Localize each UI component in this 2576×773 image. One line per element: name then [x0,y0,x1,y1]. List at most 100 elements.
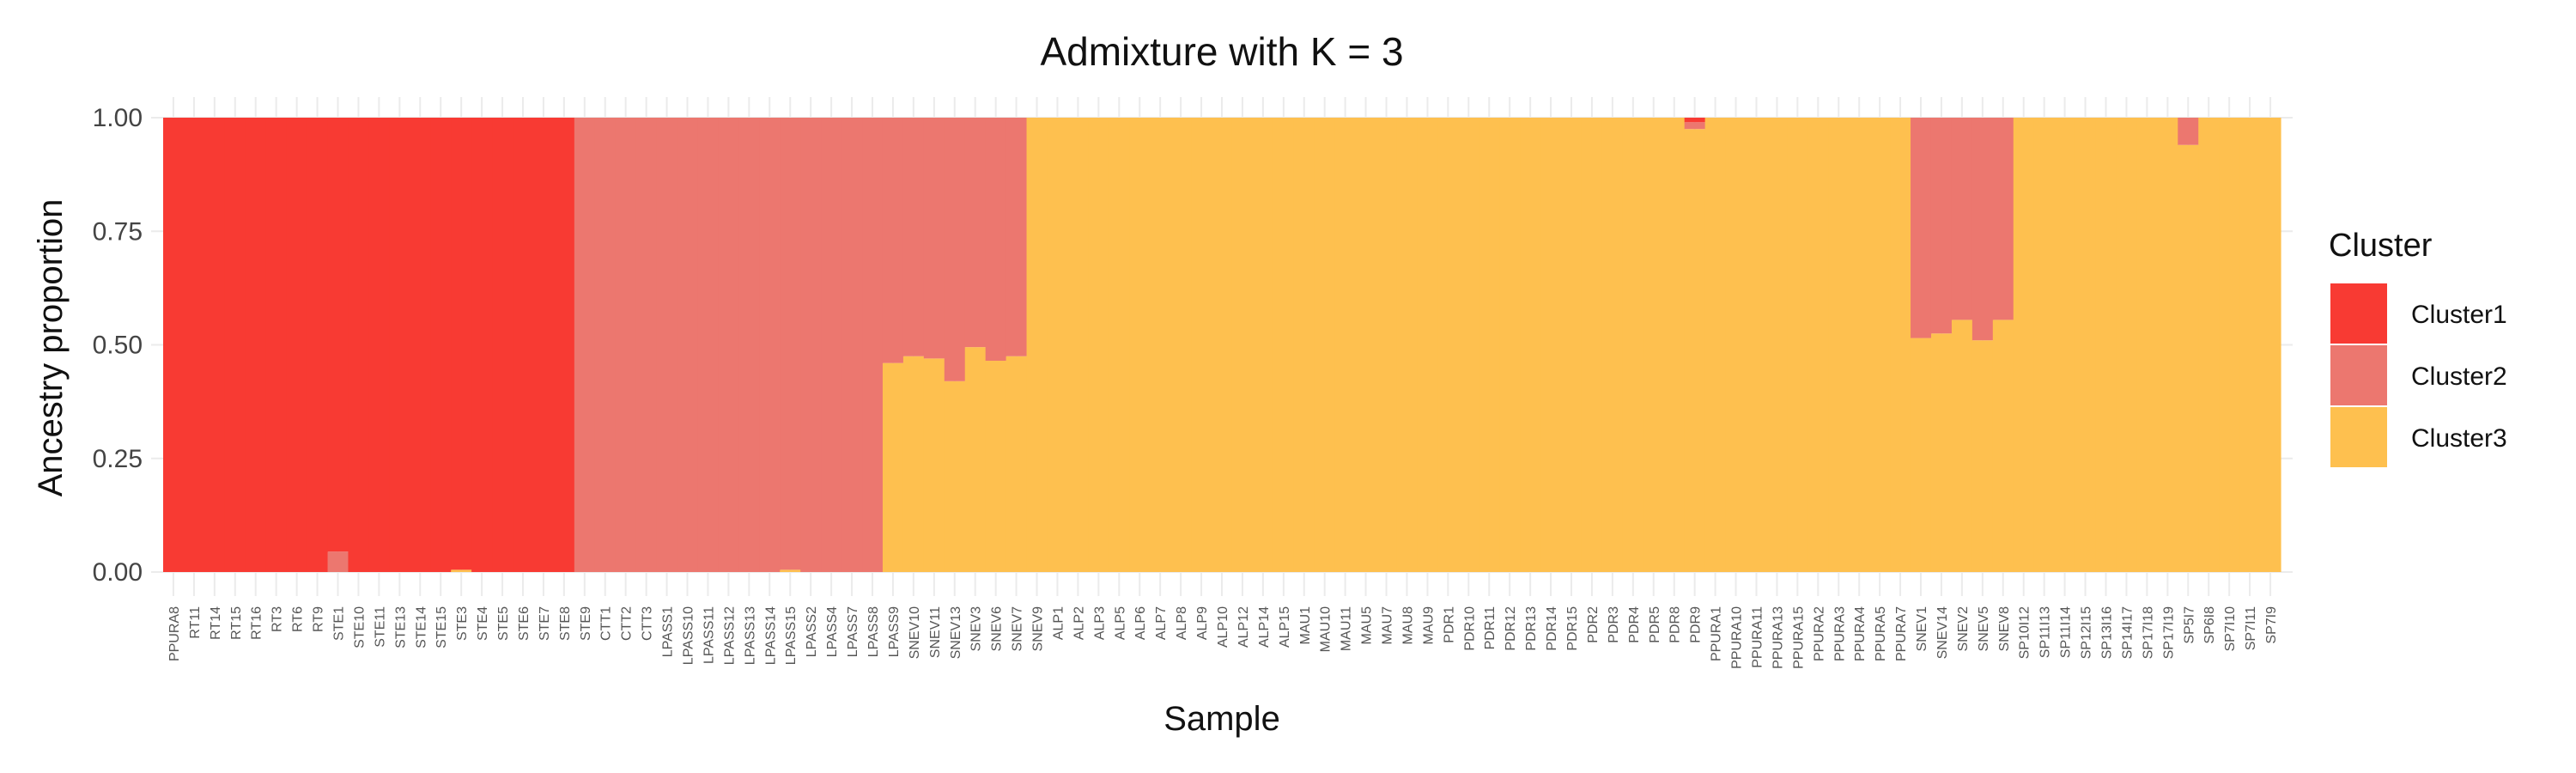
bar-segment-cluster3 [2260,118,2281,572]
bar-segment-cluster1 [307,118,329,572]
x-tick-label: LPASS1 [661,606,676,657]
x-tick-label: SP14I17 [2120,606,2135,659]
x-tick-label: SNEV2 [1956,606,1971,652]
x-tick-label: SP6I8 [2202,606,2217,644]
bar-segment-cluster3 [1663,118,1686,572]
bar-segment-cluster3 [1807,118,1829,572]
bar-segment-cluster1 [163,118,185,572]
x-tick-label: SP17I18 [2141,606,2155,659]
bar-segment-cluster2 [656,118,678,572]
bar-segment-cluster1 [389,118,410,572]
bar-segment-cluster2 [841,118,863,572]
bar-segment-cluster3 [1787,118,1808,572]
bar-segment-cluster1 [245,118,267,572]
x-tick-label: STE14 [414,606,428,648]
x-tick-label: SP10I12 [2018,606,2032,659]
bar-segment-cluster1 [348,118,370,572]
x-tick-label: MAU8 [1400,606,1415,645]
x-tick-label: PPURA13 [1771,606,1785,669]
x-tick-label: STE4 [476,606,490,641]
bar-segment-cluster3 [1396,118,1419,572]
x-tick-label: ALP3 [1092,606,1107,640]
x-tick-label: SNEV9 [1031,606,1046,652]
x-tick-label: PDR10 [1462,606,1477,651]
x-tick-label: ALP8 [1175,606,1189,640]
bar-segment-cluster1 [513,118,534,572]
legend-swatch-cluster3 [2330,407,2387,467]
bar-segment-cluster3 [1890,118,1911,572]
bar-segment-cluster3 [2178,144,2199,573]
x-tick-label: PPURA4 [1853,606,1868,661]
bar-segment-cluster3 [1992,320,2014,572]
bar-segment-cluster2 [800,118,822,572]
x-tick-label: LPASS13 [743,606,757,665]
legend-label-cluster3: Cluster3 [2411,424,2507,453]
x-tick-label: STE8 [558,606,573,641]
x-tick-label: SNEV13 [949,606,963,659]
x-tick-label: ALP9 [1195,606,1210,640]
bar-segment-cluster3 [985,361,1007,572]
x-tick-label: ALP10 [1216,606,1230,648]
y-axis-ticks: 0.00 0.25 0.50 0.75 1.00 [93,104,143,587]
x-tick-label: SP5I7 [2182,606,2196,644]
x-tick-label: STE10 [352,606,367,648]
bar-segment-cluster3 [2239,118,2261,572]
x-tick-label: MAU9 [1421,606,1436,645]
x-tick-label: PDR8 [1668,606,1683,643]
bar-segment-cluster3 [964,347,987,572]
x-tick-label: LPASS15 [784,606,799,665]
x-tick-label: PPURA7 [1894,606,1909,661]
x-tick-label: ALP5 [1113,606,1127,640]
bar-segment-cluster3 [2136,118,2158,572]
bar-segment-cluster3 [1437,118,1459,572]
y-axis-label: Ancestry proportion [32,199,70,497]
bar-segment-cluster3 [1026,118,1048,572]
bar-segment-cluster3 [1150,118,1171,572]
bar-segment-cluster1 [183,118,205,572]
x-tick-label: ALP7 [1154,606,1169,640]
x-tick-label: PPURA10 [1730,606,1745,669]
x-tick-label: MAU7 [1381,606,1395,645]
x-tick-label: ALP12 [1236,606,1251,648]
x-tick-label: STE1 [332,606,347,641]
x-tick-label: SNEV11 [928,606,943,658]
bar-segment-cluster3 [1109,118,1130,572]
x-tick-label: MAU10 [1319,606,1334,652]
bar-segment-cluster3 [1622,118,1644,572]
x-tick-label: SNEV6 [990,606,1005,652]
bar-segment-cluster3 [2033,118,2056,572]
x-tick-label: PDR2 [1586,606,1601,643]
x-tick-label: STE5 [496,606,511,641]
x-tick-label: RT9 [312,606,326,632]
bar-segment-cluster1 [204,118,226,572]
x-tick-label: STE13 [393,606,408,648]
x-tick-label: SNEV5 [1977,606,1991,652]
x-tick-label: MAU5 [1360,606,1375,645]
bar-segment-cluster3 [1766,118,1788,572]
bar-segment-cluster3 [2157,118,2178,572]
bar-segment-cluster2 [594,118,617,572]
bar-segment-cluster3 [1314,118,1336,572]
bar-segment-cluster3 [1643,118,1665,572]
x-tick-label: PPURA5 [1874,606,1888,661]
x-tick-label: SNEV1 [1915,606,1929,652]
legend-label-cluster2: Cluster2 [2411,362,2507,391]
x-tick-label: PDR12 [1504,606,1518,651]
bar-segment-cluster1 [532,118,555,572]
x-tick-label: PDR4 [1627,606,1642,643]
y-tick-label: 0.25 [93,445,143,473]
bar-segment-cluster3 [1911,338,1932,572]
x-tick-label: STE3 [455,606,470,641]
bar-segment-cluster1 [368,118,390,572]
x-axis-label: Sample [1163,700,1280,738]
x-tick-label: CTT1 [599,606,614,641]
bar-segment-cluster2 [1971,118,1994,341]
bar-segment-cluster3 [1971,340,1994,572]
x-tick-label: PPURA2 [1812,606,1826,661]
x-tick-label: STE9 [579,606,593,641]
x-tick-label: LPASS14 [763,606,778,665]
x-tick-label: ALP6 [1133,606,1148,640]
bar-segment-cluster3 [2054,118,2076,572]
bar-segment-cluster3 [1252,118,1274,572]
x-tick-label: SP11I14 [2059,606,2074,658]
